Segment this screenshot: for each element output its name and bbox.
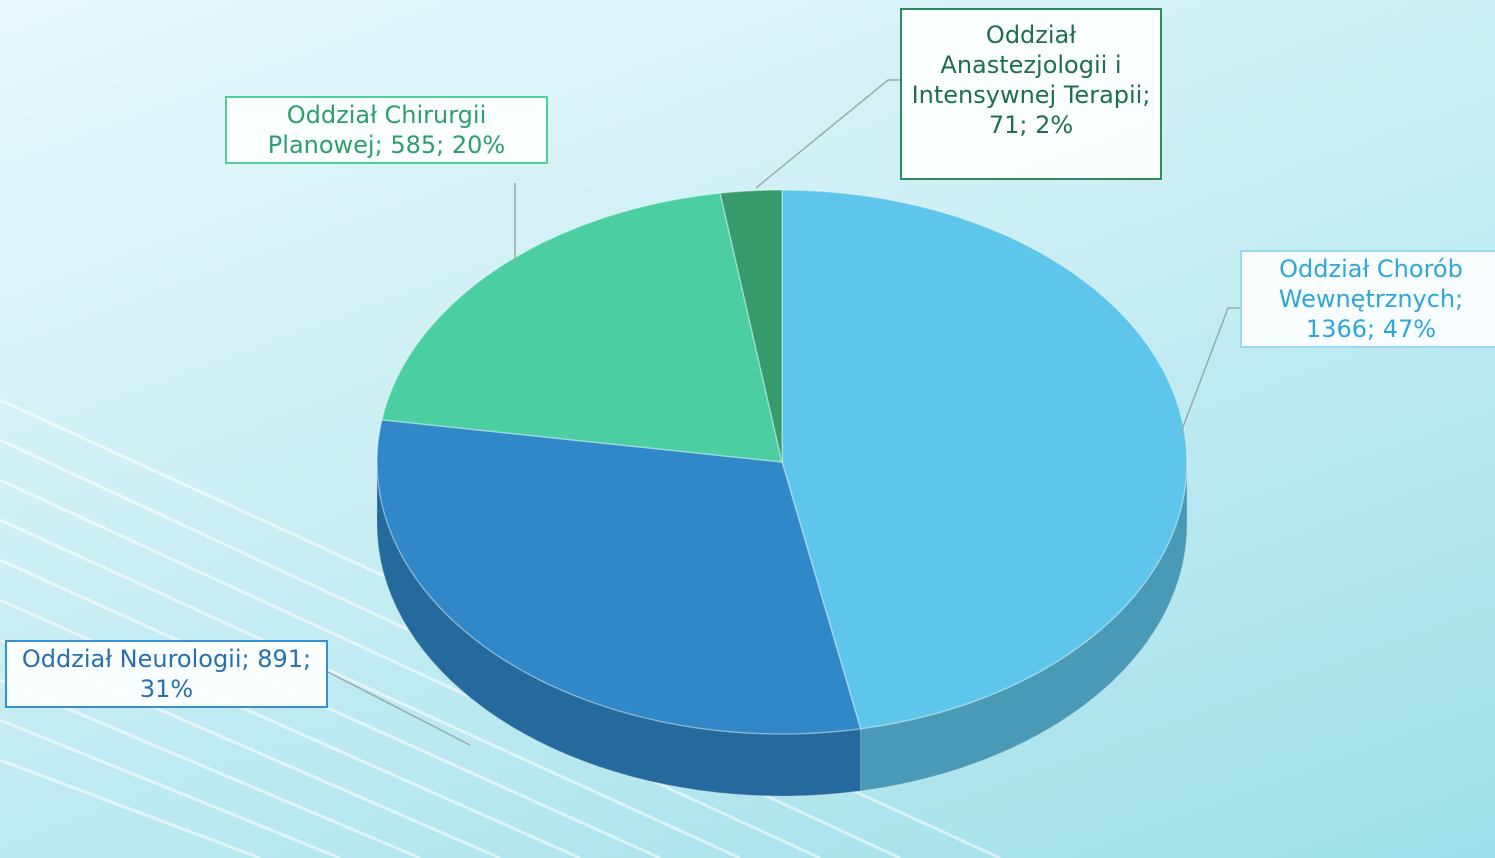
data-label: Oddział Neurologii; 891; 31% — [5, 640, 328, 708]
slice — [781, 189, 1188, 730]
slice — [376, 418, 862, 735]
slice — [719, 189, 783, 463]
data-label: Oddział Anastezjologii i Intensywnej Ter… — [900, 8, 1162, 180]
pie — [376, 189, 1188, 797]
data-label: Oddział Chirurgii Planowej; 585; 20% — [225, 96, 548, 164]
data-label: Oddział Chorób Wewnętrznych; 1366; 47% — [1240, 250, 1495, 348]
leader-lines — [327, 79, 1240, 746]
slice — [380, 192, 783, 463]
